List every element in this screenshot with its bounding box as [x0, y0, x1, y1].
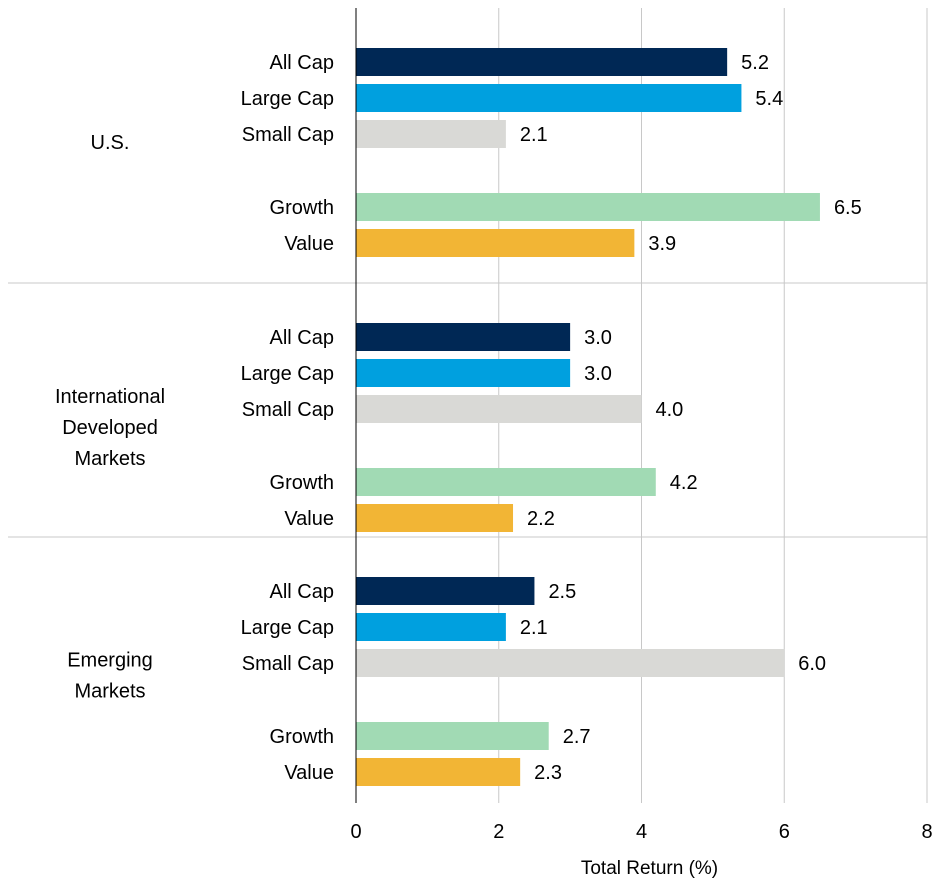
bar-large-cap: [356, 613, 506, 641]
bar-large-cap: [356, 84, 742, 112]
bar-small-cap: [356, 395, 642, 423]
bar-value: [356, 758, 521, 786]
bar-small-cap: [356, 120, 506, 148]
group-label: Developed: [62, 417, 158, 439]
bar-all-cap: [356, 323, 571, 351]
category-label: Large Cap: [241, 88, 334, 110]
bar-all-cap: [356, 48, 728, 76]
category-label: Growth: [270, 726, 334, 748]
data-label: 3.0: [584, 327, 612, 349]
category-label: Growth: [270, 197, 334, 219]
x-tick-label: 6: [779, 821, 790, 843]
data-label: 2.3: [534, 762, 562, 784]
bar-growth: [356, 193, 820, 221]
category-label: Growth: [270, 472, 334, 494]
category-label: Value: [284, 233, 334, 255]
category-label: Value: [284, 508, 334, 530]
data-label: 6.0: [798, 653, 826, 675]
data-label: 2.2: [527, 508, 555, 530]
bar-value: [356, 229, 635, 257]
group-label: Markets: [74, 448, 145, 470]
group-label: International: [55, 386, 165, 408]
bar-all-cap: [356, 577, 535, 605]
bar-growth: [356, 722, 549, 750]
x-tick-label: 2: [493, 821, 504, 843]
bar-small-cap: [356, 649, 785, 677]
data-label: 2.5: [548, 581, 576, 603]
group-label: Emerging: [67, 650, 153, 672]
bar-large-cap: [356, 359, 571, 387]
data-label: 2.1: [520, 124, 548, 146]
category-label: All Cap: [270, 327, 334, 349]
data-label: 2.1: [520, 617, 548, 639]
x-tick-label: 4: [636, 821, 647, 843]
group-label: Markets: [74, 681, 145, 703]
category-label: All Cap: [270, 581, 334, 603]
data-label: 5.2: [741, 52, 769, 74]
category-label: Large Cap: [241, 363, 334, 385]
category-label: Small Cap: [242, 124, 334, 146]
data-label: 4.2: [670, 472, 698, 494]
x-tick-label: 8: [921, 821, 932, 843]
data-label: 3.0: [584, 363, 612, 385]
x-tick-label: 0: [350, 821, 361, 843]
data-label: 5.4: [755, 88, 783, 110]
data-label: 3.9: [648, 233, 676, 255]
category-label: Small Cap: [242, 399, 334, 421]
bar-value: [356, 504, 514, 532]
x-axis-title: Total Return (%): [581, 858, 718, 879]
data-label: 4.0: [656, 399, 684, 421]
bars: [356, 48, 820, 786]
category-label: All Cap: [270, 52, 334, 74]
labels: 0 2 4 6 8 All Cap 5.2 Large Cap 5.4 Small Cap 2.1 G…: [55, 52, 933, 843]
category-label: Small Cap: [242, 653, 334, 675]
data-label: 6.5: [834, 197, 862, 219]
bar-growth: [356, 468, 656, 496]
data-label: 2.7: [563, 726, 591, 748]
category-label: Large Cap: [241, 617, 334, 639]
category-label: Value: [284, 762, 334, 784]
group-label: U.S.: [91, 132, 130, 154]
